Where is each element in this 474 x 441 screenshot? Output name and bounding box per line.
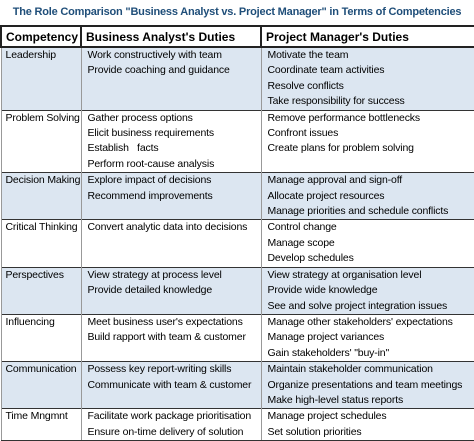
- duty-line: Control change: [267, 221, 337, 234]
- ba-cell: Gather process options Elicit business re…: [80, 109, 262, 173]
- duty-line: Take responsibility for success: [267, 95, 405, 108]
- duty-line: Elicit business requirements: [87, 127, 215, 140]
- table-row: Decision Making Explore impact of decisio…: [0, 172, 474, 220]
- duty-line: Manage project variances: [267, 331, 385, 344]
- duty-line: Remove performance bottlenecks: [267, 111, 421, 124]
- duty-line: Work constructively with team: [87, 49, 222, 61]
- ba-cell: Convert analytic data into decisions: [80, 219, 262, 268]
- duty-line: View strategy at organisation level: [267, 268, 422, 281]
- duty-line: Make high-level status reports: [267, 393, 404, 406]
- duty-line: Possess key report-writing skills: [87, 363, 232, 376]
- duty-line: Convert analytic data into decisions: [87, 221, 248, 234]
- competency-cell: Influencing: [0, 313, 82, 362]
- table-row: Influencing Meet business user's expectat…: [0, 313, 474, 362]
- table-row: Problem Solving Gather process options Eli…: [0, 109, 474, 173]
- pm-cell: Remove performance bottlenecks Confront i…: [260, 109, 474, 173]
- pm-cell: Manage approval and sign-off Allocate pro…: [260, 172, 474, 220]
- page: The Role Comparison "Business Analyst vs…: [0, 6, 474, 441]
- table-row: Perspectives View strategy at process lev…: [0, 266, 474, 315]
- competency-cell: Leadership: [0, 46, 82, 111]
- table-body: Leadership Work constructively with team P…: [0, 46, 474, 441]
- duty-line: Manage approval and sign-off: [267, 174, 403, 187]
- competency-cell: Critical Thinking: [0, 219, 82, 268]
- pm-cell: Manage project schedules Set solution pri…: [260, 408, 474, 441]
- duty-line: Coordinate team activities: [267, 64, 385, 77]
- ba-cell: Explore impact of decisions Recommend imp…: [80, 172, 262, 220]
- duty-line: Meet business user's expectations: [87, 315, 243, 328]
- duty-line: Manage priorities and schedule conflicts: [267, 205, 449, 218]
- duty-line: Allocate project resources: [267, 189, 385, 202]
- duty-line: Recommend improvements: [87, 189, 213, 202]
- duty-line: Provide detailed knowledge: [87, 284, 213, 297]
- competency-cell: Problem Solving: [0, 109, 82, 173]
- competency-cell: Communication: [0, 361, 82, 409]
- duty-line: Manage other stakeholders' expectations: [267, 315, 453, 328]
- duty-line: Facilitate work package prioritisation: [87, 410, 252, 423]
- duty-line: Establish facts: [87, 142, 159, 155]
- header-row: Competency Business Analyst's Duties Pro…: [0, 25, 474, 48]
- duty-line: Confront issues: [267, 127, 339, 140]
- table-row: Leadership Work constructively with team P…: [0, 46, 474, 111]
- competency-cell: Time Mngmnt: [0, 408, 82, 441]
- duty-line: Build rapport with team & customer: [87, 331, 246, 344]
- table-row: Critical Thinking Convert analytic data i…: [0, 219, 474, 268]
- duty-line: Communicate with team & customer: [87, 378, 252, 391]
- ba-cell: Facilitate work package prioritisation En…: [80, 408, 262, 441]
- duty-line: Manage project schedules: [267, 410, 387, 423]
- duty-line: Maintain stakeholder communication: [267, 363, 433, 376]
- duty-line: Perform root-cause analysis: [87, 157, 215, 170]
- competency-cell: Perspectives: [0, 266, 82, 315]
- table-row: Time Mngmnt Facilitate work package prior…: [0, 408, 474, 441]
- table-row: Communication Possess key report-writing …: [0, 361, 474, 409]
- duty-line: Gather process options: [87, 111, 193, 124]
- duty-line: Set solution priorities: [267, 425, 362, 438]
- ba-cell: View strategy at process level Provide de…: [80, 266, 262, 315]
- duty-line: View strategy at process level: [87, 268, 222, 281]
- duty-line: Resolve conflicts: [267, 79, 344, 92]
- ba-cell: Possess key report-writing skills Communi…: [80, 361, 262, 409]
- duty-line: Manage scope: [267, 236, 335, 249]
- header-cell: Competency: [0, 25, 82, 48]
- pm-cell: Motivate the team Coordinate team activit…: [260, 46, 474, 111]
- duty-line: Organize presentations and team meetings: [267, 378, 463, 391]
- pm-cell: View strategy at organisation level Provi…: [260, 266, 474, 315]
- duty-line: Provide wide knowledge: [267, 284, 378, 297]
- pm-cell: Maintain stakeholder communication Organi…: [260, 361, 474, 409]
- duty-line: Provide coaching and guidance: [87, 64, 230, 77]
- pm-cell: Control change Manage scope Develop schedu…: [260, 219, 474, 268]
- duty-line: Ensure on-time delivery of solution: [87, 425, 244, 438]
- comparison-table: Competency Business Analyst's Duties Pro…: [0, 25, 474, 441]
- duty-line: Gain stakeholders' "buy-in": [267, 346, 390, 359]
- duty-line: See and solve project integration issues: [267, 299, 448, 312]
- duty-line: Explore impact of decisions: [87, 174, 212, 187]
- ba-cell: Meet business user's expectations Build r…: [80, 313, 262, 362]
- header-cell: Business Analyst's Duties: [80, 25, 262, 48]
- ba-cell: Work constructively with team Provide coa…: [80, 46, 262, 111]
- pm-cell: Manage other stakeholders' expectations M…: [260, 313, 474, 362]
- title: The Role Comparison "Business Analyst vs…: [12, 6, 462, 18]
- duty-line: Develop schedules: [267, 252, 354, 265]
- duty-line: Motivate the team: [267, 49, 349, 61]
- duty-line: Create plans for problem solving: [267, 142, 415, 155]
- competency-cell: Decision Making: [0, 172, 82, 220]
- header-cell: Project Manager's Duties: [260, 25, 474, 48]
